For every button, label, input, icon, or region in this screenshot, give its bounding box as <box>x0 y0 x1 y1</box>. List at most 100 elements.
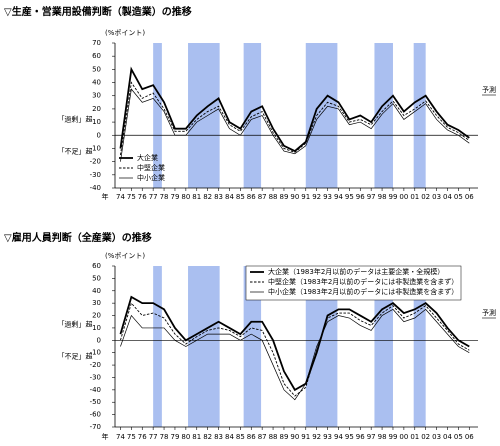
x-tick-label: 88 <box>269 433 278 441</box>
recession-band <box>374 43 393 188</box>
shortage-label: 「不足」超 <box>58 351 93 360</box>
x-tick-label: 01 <box>410 193 419 201</box>
y-tick-label: -10 <box>90 144 101 152</box>
unit-label: (%ポイント) <box>105 252 145 260</box>
x-tick-label: 86 <box>247 433 256 441</box>
y-tick-label: 30 <box>92 92 101 100</box>
recession-band <box>305 43 338 188</box>
y-tick-label: -40 <box>90 184 101 192</box>
y-tick-label: -20 <box>90 361 101 369</box>
x-tick-label: 77 <box>149 433 158 441</box>
x-tick-label: 06 <box>465 193 474 201</box>
x-tick-label: 77 <box>149 193 158 201</box>
x-tick-label: 74 <box>116 433 125 441</box>
x-tick-label: 80 <box>181 193 190 201</box>
chart-title: ▽雇用人員判断（全産業）の推移 <box>4 231 152 244</box>
x-tick-label: 93 <box>323 433 332 441</box>
series-line <box>120 88 470 162</box>
y-tick-label: 20 <box>92 312 101 320</box>
legend-box <box>245 265 462 301</box>
x-tick-label: 88 <box>269 193 278 201</box>
x-tick-label: 90 <box>290 193 299 201</box>
y-tick-label: 10 <box>92 118 101 126</box>
x-tick-label: 00 <box>399 433 408 441</box>
x-tick-label: 03 <box>432 433 441 441</box>
y-tick-label: -70 <box>90 423 101 431</box>
legend-label: 大企業 <box>137 153 158 162</box>
excess-label: 「過剰」超 <box>58 319 93 328</box>
y-tick-label: -30 <box>90 171 101 179</box>
recession-band <box>153 266 162 427</box>
series-line <box>119 66 470 153</box>
unit-label: (%ポイント) <box>105 29 145 37</box>
x-tick-label: 85 <box>236 433 245 441</box>
x-tick-label: 75 <box>127 193 136 201</box>
x-tick-label: 02 <box>421 433 430 441</box>
x-tick-label: 85 <box>236 193 245 201</box>
y-tick-label: 0 <box>97 336 101 344</box>
y-tick-label: 10 <box>92 324 101 332</box>
series-line <box>120 302 470 397</box>
legend-label: 中堅企業 <box>137 163 165 172</box>
x-tick-label: 97 <box>367 193 376 201</box>
x-tick-label: 91 <box>301 193 310 201</box>
x-tick-label: 81 <box>192 193 201 201</box>
legend-label: 中小企業（1983年2月以前のデータには非製造業を含まず） <box>268 287 458 296</box>
y-tick-label: 50 <box>92 274 101 282</box>
series-line <box>120 308 470 401</box>
x-tick-label: 80 <box>181 433 190 441</box>
x-tick-label: 96 <box>356 433 365 441</box>
series-line <box>119 295 470 392</box>
y-tick-label: 40 <box>92 287 101 295</box>
x-tick-label: 95 <box>345 433 354 441</box>
y-tick-label: 60 <box>92 262 101 270</box>
year-label: 年 <box>102 192 109 201</box>
y-tick-label: 60 <box>92 52 101 60</box>
y-tick-label: -30 <box>90 373 101 381</box>
recession-band <box>188 266 220 427</box>
legend-label: 中小企業 <box>137 173 165 182</box>
legend-label: 大企業（1983年2月以前のデータは主要企業・全規模） <box>268 267 444 276</box>
x-tick-label: 83 <box>214 433 223 441</box>
recession-band <box>413 266 426 427</box>
recession-band <box>153 43 162 188</box>
x-tick-label: 98 <box>378 193 387 201</box>
x-tick-label: 95 <box>345 193 354 201</box>
x-tick-label: 78 <box>160 433 169 441</box>
x-tick-label: 01 <box>410 433 419 441</box>
x-tick-label: 84 <box>225 193 234 201</box>
x-tick-label: 98 <box>378 433 387 441</box>
shortage-label: 「不足」超 <box>58 146 93 155</box>
x-tick-label: 92 <box>312 193 321 201</box>
x-tick-label: 87 <box>258 193 267 201</box>
x-tick-label: 75 <box>127 433 136 441</box>
x-tick-label: 74 <box>116 193 125 201</box>
x-tick-label: 76 <box>138 193 147 201</box>
x-tick-label: 05 <box>454 433 463 441</box>
recession-band <box>243 266 262 427</box>
x-tick-label: 99 <box>389 433 398 441</box>
y-tick-label: 40 <box>92 79 101 87</box>
x-tick-label: 83 <box>214 193 223 201</box>
y-tick-label: 50 <box>92 65 101 73</box>
x-tick-label: 02 <box>421 193 430 201</box>
x-tick-label: 87 <box>258 433 267 441</box>
y-tick-label: -50 <box>90 398 101 406</box>
x-tick-label: 05 <box>454 193 463 201</box>
year-label: 年 <box>102 432 109 441</box>
x-tick-label: 04 <box>443 433 452 441</box>
recession-band <box>413 43 426 188</box>
legend-label: 中堅企業（1983年2月以前のデータには非製造業を含まず） <box>268 277 458 286</box>
x-tick-label: 99 <box>389 193 398 201</box>
series-line <box>120 81 470 156</box>
x-tick-label: 78 <box>160 193 169 201</box>
x-tick-label: 76 <box>138 433 147 441</box>
x-tick-label: 86 <box>247 193 256 201</box>
x-tick-label: 97 <box>367 433 376 441</box>
x-tick-label: 84 <box>225 433 234 441</box>
y-tick-label: 20 <box>92 105 101 113</box>
x-tick-label: 94 <box>334 433 343 441</box>
x-tick-label: 93 <box>323 193 332 201</box>
x-tick-label: 79 <box>170 193 179 201</box>
